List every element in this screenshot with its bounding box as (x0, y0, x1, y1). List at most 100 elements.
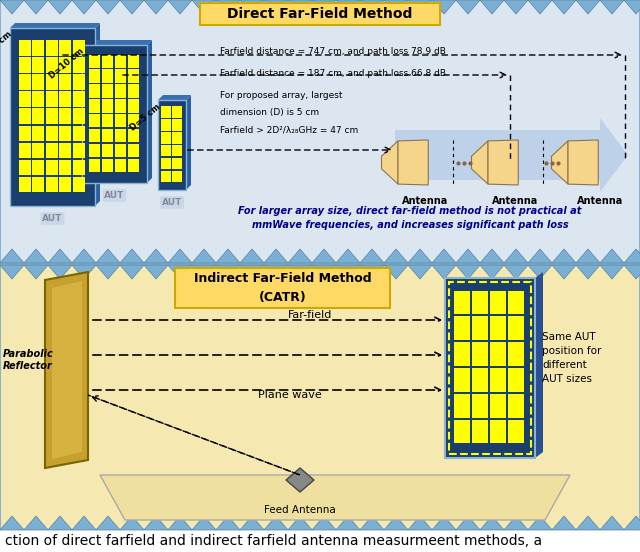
Bar (158, 100, 186, 190)
Bar (19, 75, 31, 90)
Text: Same AUT
position for
different
AUT sizes: Same AUT position for different AUT size… (542, 332, 602, 384)
Bar (45, 57, 58, 73)
Bar (172, 132, 182, 144)
Bar (490, 290, 506, 315)
Bar (127, 70, 139, 83)
Polygon shape (576, 0, 600, 14)
Polygon shape (384, 0, 408, 14)
Bar (32, 142, 44, 158)
Bar (115, 129, 126, 142)
Bar (127, 114, 139, 128)
Bar (472, 316, 488, 340)
Polygon shape (624, 265, 640, 279)
Bar (161, 107, 170, 118)
Polygon shape (192, 516, 216, 530)
Bar (60, 160, 72, 175)
Bar (172, 145, 182, 156)
Polygon shape (0, 249, 24, 263)
Bar (454, 368, 470, 392)
Bar (490, 368, 506, 392)
Text: Parabolic
Reflector: Parabolic Reflector (3, 349, 53, 371)
Bar (45, 142, 58, 158)
Bar (73, 142, 85, 158)
Polygon shape (472, 141, 488, 184)
Polygon shape (552, 249, 576, 263)
Polygon shape (576, 516, 600, 530)
Bar (445, 278, 535, 458)
Polygon shape (288, 249, 312, 263)
Bar (161, 171, 170, 182)
Bar (127, 158, 139, 172)
Polygon shape (186, 95, 191, 190)
Bar (102, 114, 113, 128)
Bar (449, 282, 531, 454)
Polygon shape (144, 249, 168, 263)
Text: For larger array size, direct far-field method is not practical at
mmWave freque: For larger array size, direct far-field … (238, 206, 582, 230)
Bar (508, 394, 524, 418)
Polygon shape (24, 265, 48, 279)
Polygon shape (240, 0, 264, 14)
Polygon shape (24, 0, 48, 14)
Polygon shape (288, 516, 312, 530)
Bar (115, 158, 126, 172)
Polygon shape (528, 0, 552, 14)
Polygon shape (408, 516, 432, 530)
Text: Indirect Far-Field Method
(CATR): Indirect Far-Field Method (CATR) (194, 273, 371, 304)
Polygon shape (0, 516, 24, 530)
Bar (88, 99, 100, 113)
Bar (472, 342, 488, 366)
Polygon shape (600, 265, 624, 279)
Bar (115, 144, 126, 157)
Polygon shape (384, 249, 408, 263)
Bar (32, 40, 44, 56)
Bar (115, 99, 126, 113)
Polygon shape (10, 23, 100, 28)
Bar (115, 70, 126, 83)
Polygon shape (480, 249, 504, 263)
Polygon shape (456, 516, 480, 530)
Polygon shape (48, 516, 72, 530)
Polygon shape (624, 249, 640, 263)
Bar (454, 290, 470, 315)
Polygon shape (96, 265, 120, 279)
Bar (60, 142, 72, 158)
Bar (32, 57, 44, 73)
Polygon shape (72, 516, 96, 530)
Polygon shape (264, 265, 288, 279)
Polygon shape (480, 265, 504, 279)
Text: Direct Far-Field Method: Direct Far-Field Method (227, 7, 413, 21)
Bar (161, 132, 170, 144)
Bar (472, 420, 488, 443)
Polygon shape (168, 0, 192, 14)
Bar (60, 125, 72, 141)
Bar (127, 55, 139, 68)
Polygon shape (456, 249, 480, 263)
Bar (88, 129, 100, 142)
Bar (88, 114, 100, 128)
Bar (508, 420, 524, 443)
Polygon shape (216, 265, 240, 279)
Text: AUT: AUT (162, 198, 182, 207)
Polygon shape (624, 0, 640, 14)
Bar (115, 84, 126, 98)
Text: D=5 cm: D=5 cm (128, 102, 162, 132)
Bar (115, 114, 126, 128)
Polygon shape (120, 0, 144, 14)
Bar (172, 107, 182, 118)
Bar (102, 129, 113, 142)
Polygon shape (192, 249, 216, 263)
Polygon shape (624, 516, 640, 530)
Bar (115, 55, 126, 68)
Polygon shape (336, 0, 360, 14)
Bar (19, 142, 31, 158)
Polygon shape (24, 249, 48, 263)
Polygon shape (456, 265, 480, 279)
Bar (19, 57, 31, 73)
Text: Farfield distance = 747 cm, and path loss 78.9 dB: Farfield distance = 747 cm, and path los… (220, 47, 446, 56)
Bar (508, 342, 524, 366)
Bar (45, 40, 58, 56)
Bar (73, 160, 85, 175)
Polygon shape (398, 140, 428, 185)
Polygon shape (360, 516, 384, 530)
Polygon shape (432, 249, 456, 263)
